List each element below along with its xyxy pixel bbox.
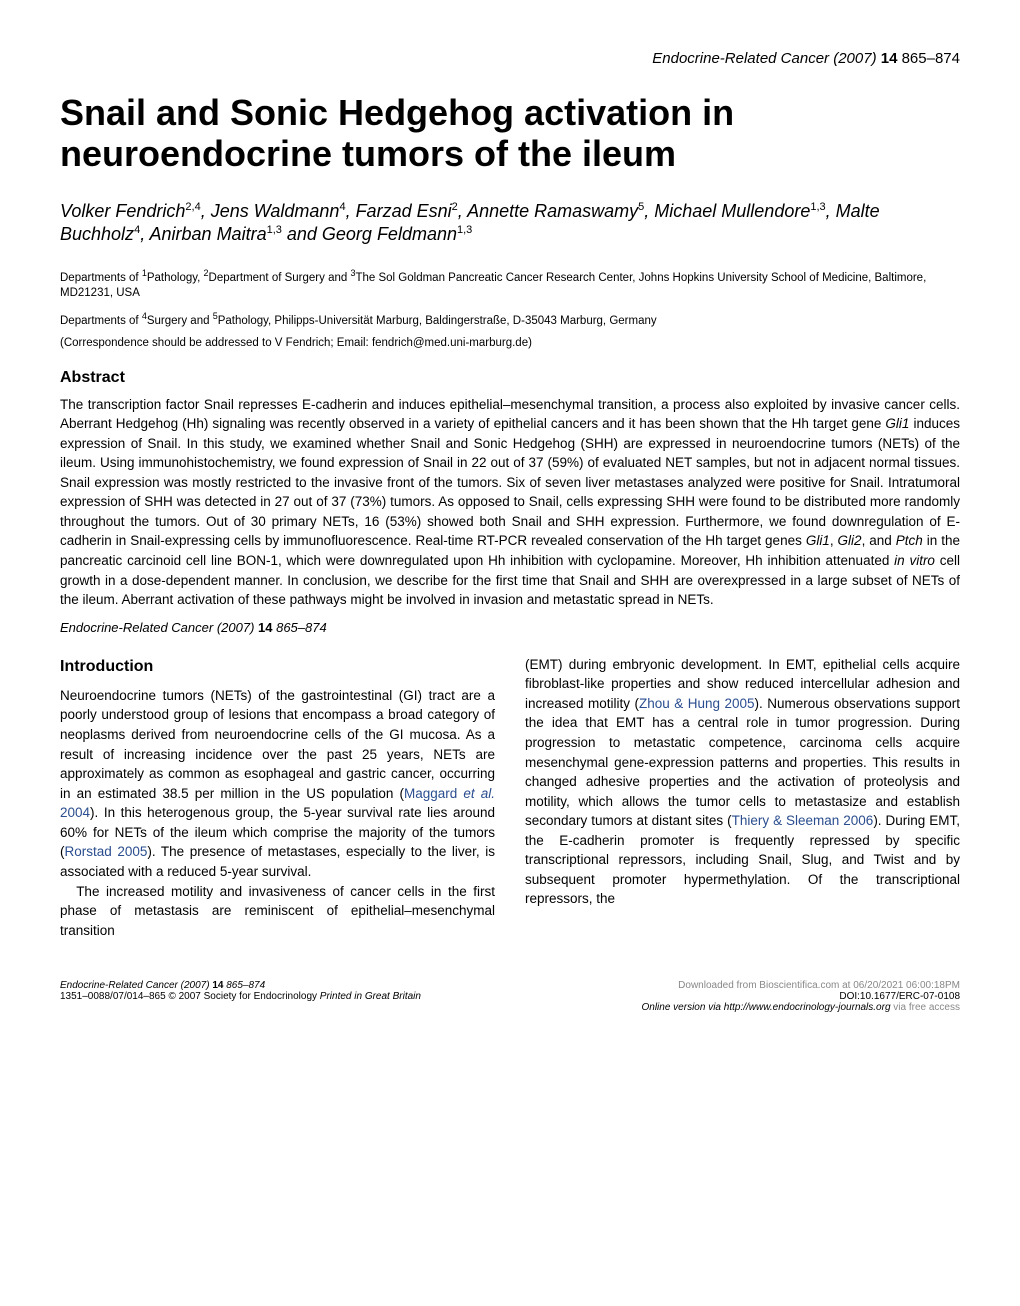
footer-online: Online version via http://www.endocrinol… xyxy=(510,1002,960,1013)
page-footer: Endocrine-Related Cancer (2007) 14 865–8… xyxy=(60,980,960,1013)
correspondence: (Correspondence should be addressed to V… xyxy=(60,337,960,349)
journal-header: Endocrine-Related Cancer (2007) 14 865–8… xyxy=(60,50,960,67)
introduction-p1: Neuroendocrine tumors (NETs) of the gast… xyxy=(60,686,495,882)
article-title: Snail and Sonic Hedgehog activation in n… xyxy=(60,92,960,175)
footer-doi: DOI:10.1677/ERC-07-0108 xyxy=(510,991,960,1002)
journal-volume: 14 xyxy=(881,50,898,67)
abstract-heading: Abstract xyxy=(60,369,960,387)
footer-citation: Endocrine-Related Cancer (2007) 14 865–8… xyxy=(60,980,510,991)
introduction-left-column: Introduction Neuroendocrine tumors (NETs… xyxy=(60,655,495,941)
footer-right: Downloaded from Bioscientifica.com at 06… xyxy=(510,980,960,1013)
affiliation-2: Departments of 4Surgery and 5Pathology, … xyxy=(60,310,960,329)
footer-left: Endocrine-Related Cancer (2007) 14 865–8… xyxy=(60,980,510,1013)
introduction-columns: Introduction Neuroendocrine tumors (NETs… xyxy=(60,655,960,941)
footer-download-info: Downloaded from Bioscientifica.com at 06… xyxy=(510,980,960,991)
footer-url: Online version via http://www.endocrinol… xyxy=(642,1002,891,1013)
introduction-p3: (EMT) during embryonic development. In E… xyxy=(525,655,960,909)
journal-year: (2007) xyxy=(833,50,876,67)
footer-download-text: Downloaded from Bioscientifica.com at 06… xyxy=(678,980,960,991)
journal-pages: 865–874 xyxy=(902,50,960,67)
introduction-heading: Introduction xyxy=(60,655,495,678)
affiliation-1: Departments of 1Pathology, 2Department o… xyxy=(60,267,960,302)
introduction-p2: The increased motility and invasiveness … xyxy=(60,882,495,941)
author-list: Volker Fendrich2,4, Jens Waldmann4, Farz… xyxy=(60,200,960,247)
introduction-right-column: (EMT) during embryonic development. In E… xyxy=(525,655,960,941)
abstract-body: The transcription factor Snail represses… xyxy=(60,395,960,610)
footer-copyright: 1351–0088/07/014–865 © 2007 Society for … xyxy=(60,991,510,1002)
abstract-citation: Endocrine-Related Cancer (2007) 14 865–8… xyxy=(60,620,960,635)
footer-access: via free access xyxy=(893,1002,960,1013)
journal-name: Endocrine-Related Cancer xyxy=(652,50,829,67)
